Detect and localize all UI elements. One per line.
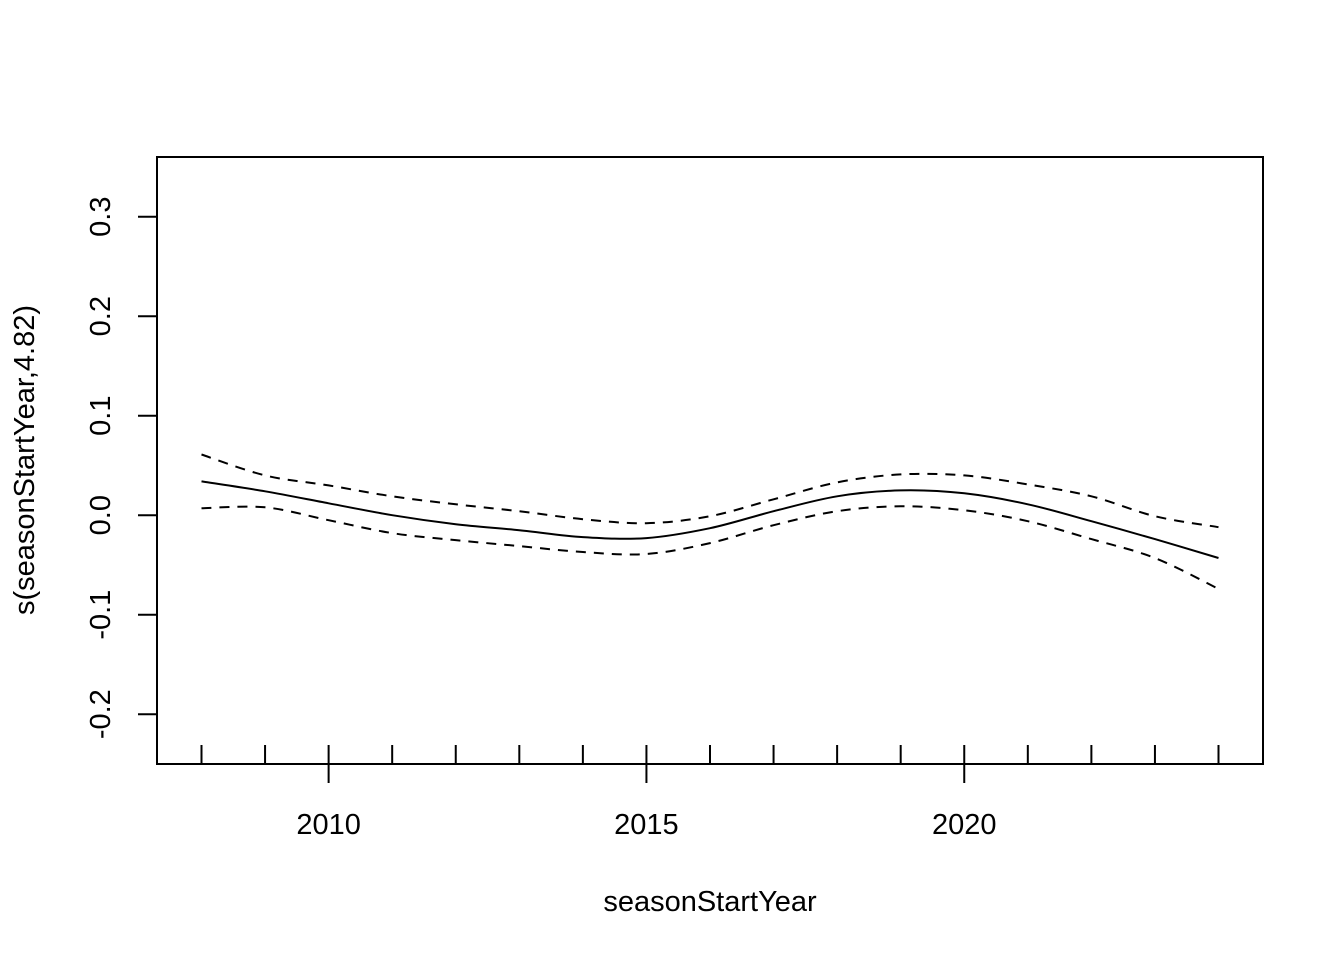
x-tick-label: 2010 xyxy=(296,809,361,841)
series-layer xyxy=(201,453,1219,590)
x-axis: 2010 2015 2020 xyxy=(296,764,997,841)
smooth-estimate-line xyxy=(201,480,1219,559)
y-tick-label: 0.0 xyxy=(85,495,117,535)
confidence-band-line xyxy=(201,505,1219,590)
y-tick-label: 0.1 xyxy=(85,396,117,436)
confidence-band-line xyxy=(201,453,1219,529)
x-tick-label: 2015 xyxy=(614,809,679,841)
y-axis-title: s(seasonStartYear,4.82) xyxy=(9,305,41,615)
x-axis-title: seasonStartYear xyxy=(603,886,817,918)
y-tick-label: -0.2 xyxy=(85,689,117,739)
rug-layer xyxy=(200,745,1220,764)
y-tick-label: 0.2 xyxy=(85,296,117,336)
y-tick-label: -0.1 xyxy=(85,590,117,640)
y-tick-label: 0.3 xyxy=(85,197,117,237)
plot-frame xyxy=(156,156,1264,765)
y-axis: -0.2 -0.1 0.0 0.1 0.2 0.3 xyxy=(85,197,157,739)
x-tick-label: 2020 xyxy=(932,809,997,841)
